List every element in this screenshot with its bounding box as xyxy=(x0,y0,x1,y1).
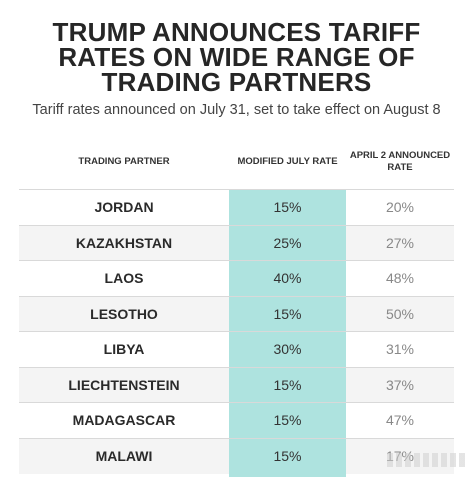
table-header: TRADING PARTNER MODIFIED JULY RATE APRIL… xyxy=(19,135,454,190)
partner-cell: LIBYA xyxy=(103,341,145,358)
july-rate-cell: 15% xyxy=(273,305,302,322)
july-rate-cell: 15% xyxy=(273,376,302,393)
table-row: JORDAN 15% 20% xyxy=(19,190,454,226)
july-rate-cell: 15% xyxy=(273,199,302,216)
july-rate-cell: 15% xyxy=(273,412,302,429)
april-rate-cell: 27% xyxy=(346,225,454,260)
partner-cell: LIECHTENSTEIN xyxy=(19,367,229,402)
header-modified-july-rate: MODIFIED JULY RATE xyxy=(237,156,338,167)
header-trading-partner: TRADING PARTNER xyxy=(78,156,170,167)
chart-title: TRUMP ANNOUNCES TARIFF RATES ON WIDE RAN… xyxy=(52,17,421,97)
april-rate-cell: 37% xyxy=(346,367,454,402)
table-body: JORDAN 15% 20% KAZAKHSTAN 25% 27% LAOS 4… xyxy=(19,190,454,474)
april-rate-cell: 48% xyxy=(385,270,415,287)
table-row: LIBYA 30% 31% xyxy=(19,332,454,368)
partner-cell: LESOTHO xyxy=(19,296,229,331)
july-rate-cell: 25% xyxy=(273,234,302,251)
partner-cell: JORDAN xyxy=(94,199,154,216)
table-row: LAOS 40% 48% xyxy=(19,261,454,297)
partner-cell: KAZAKHSTAN xyxy=(19,225,229,260)
highlighted-column-background xyxy=(229,190,346,477)
header-april-rate: APRIL 2 ANNOUNCED RATE xyxy=(349,150,451,173)
april-rate-cell: 47% xyxy=(385,412,415,429)
partner-cell: LAOS xyxy=(104,270,144,287)
partner-cell: MADAGASCAR xyxy=(72,412,176,429)
watermark xyxy=(387,453,465,467)
july-rate-cell: 40% xyxy=(273,270,302,287)
july-rate-cell: 30% xyxy=(273,341,302,358)
table-row: LESOTHO 15% 50% xyxy=(19,296,454,332)
partner-cell: MALAWI xyxy=(19,438,229,474)
april-rate-cell: 31% xyxy=(385,341,415,358)
april-rate-cell: 20% xyxy=(385,199,415,216)
july-rate-cell: 15% xyxy=(273,448,302,465)
table-row: LIECHTENSTEIN 15% 37% xyxy=(19,367,454,403)
tariff-table: TRADING PARTNER MODIFIED JULY RATE APRIL… xyxy=(19,135,454,477)
table-row: MADAGASCAR 15% 47% xyxy=(19,403,454,439)
table-row: KAZAKHSTAN 25% 27% xyxy=(19,225,454,261)
april-rate-cell: 50% xyxy=(346,296,454,331)
chart-subtitle: Tariff rates announced on July 31, set t… xyxy=(32,102,441,118)
